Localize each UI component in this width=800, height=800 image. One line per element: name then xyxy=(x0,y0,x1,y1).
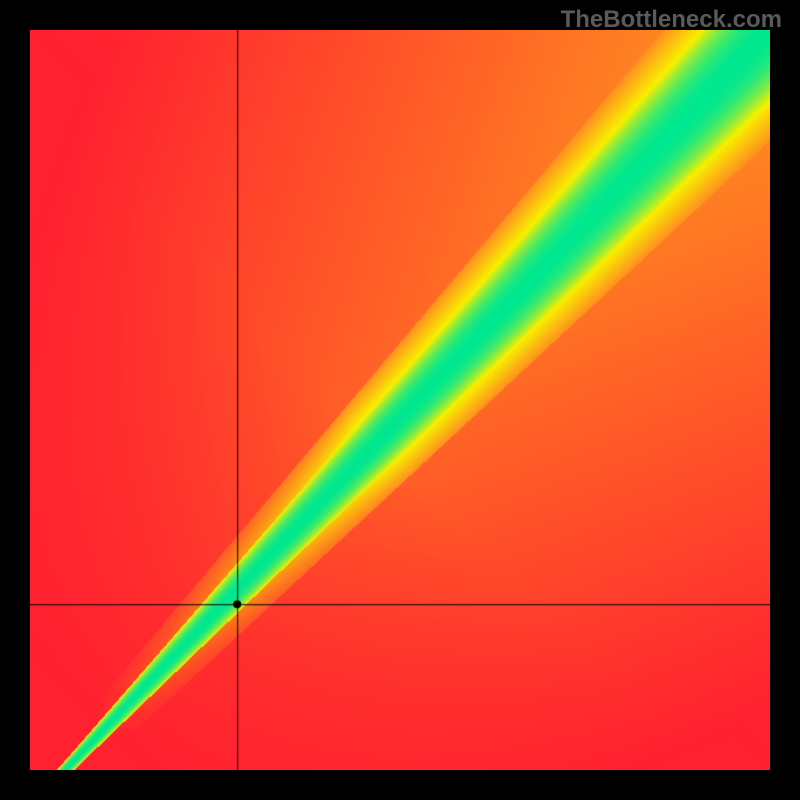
watermark-text: TheBottleneck.com xyxy=(561,6,782,34)
chart-frame: TheBottleneck.com xyxy=(0,0,800,800)
bottleneck-heatmap xyxy=(30,30,770,770)
